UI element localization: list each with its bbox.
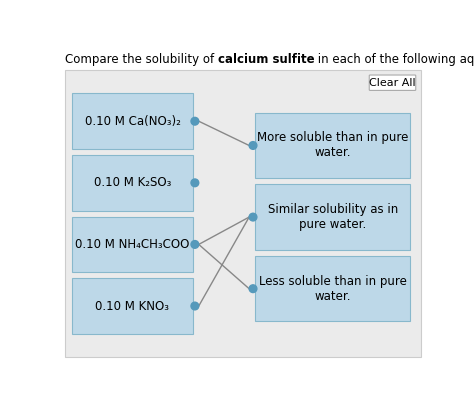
FancyBboxPatch shape: [64, 70, 421, 357]
Circle shape: [191, 302, 199, 310]
Circle shape: [249, 142, 257, 149]
FancyBboxPatch shape: [255, 113, 410, 178]
Text: in each of the following aqueous solutions:: in each of the following aqueous solutio…: [314, 53, 474, 66]
Circle shape: [191, 241, 199, 248]
Circle shape: [191, 179, 199, 187]
Text: Clear All: Clear All: [369, 78, 416, 88]
Text: Similar solubility as in
pure water.: Similar solubility as in pure water.: [268, 203, 398, 231]
Circle shape: [249, 213, 257, 221]
Text: 0.10 M Ca(NO₃)₂: 0.10 M Ca(NO₃)₂: [84, 115, 181, 128]
FancyBboxPatch shape: [369, 75, 416, 90]
FancyBboxPatch shape: [73, 155, 192, 210]
Text: More soluble than in pure
water.: More soluble than in pure water.: [257, 131, 409, 160]
FancyBboxPatch shape: [255, 256, 410, 322]
Text: Compare the solubility of: Compare the solubility of: [64, 53, 218, 66]
Text: 0.10 M NH₄CH₃COO: 0.10 M NH₄CH₃COO: [75, 238, 190, 251]
Text: Less soluble than in pure
water.: Less soluble than in pure water.: [259, 275, 407, 303]
Text: 0.10 M KNO₃: 0.10 M KNO₃: [95, 300, 170, 313]
FancyBboxPatch shape: [73, 278, 192, 334]
FancyBboxPatch shape: [73, 217, 192, 272]
Circle shape: [191, 117, 199, 125]
FancyBboxPatch shape: [73, 94, 192, 149]
Text: calcium sulfite: calcium sulfite: [218, 53, 314, 66]
FancyBboxPatch shape: [255, 184, 410, 250]
Circle shape: [249, 285, 257, 293]
Text: 0.10 M K₂SO₃: 0.10 M K₂SO₃: [94, 176, 171, 189]
